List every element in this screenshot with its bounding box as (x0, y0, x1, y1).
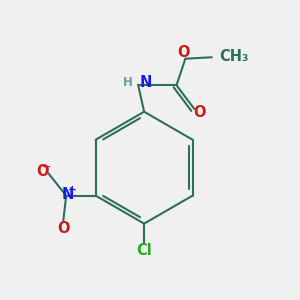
Text: −: − (42, 162, 52, 172)
Text: H: H (123, 76, 133, 89)
Text: O: O (178, 45, 190, 60)
Text: O: O (57, 221, 70, 236)
Text: Cl: Cl (136, 244, 152, 259)
Text: CH₃: CH₃ (219, 49, 249, 64)
Text: O: O (36, 164, 49, 179)
Text: +: + (68, 185, 76, 195)
Text: N: N (61, 187, 74, 202)
Text: O: O (193, 105, 206, 120)
Text: N: N (140, 75, 152, 90)
